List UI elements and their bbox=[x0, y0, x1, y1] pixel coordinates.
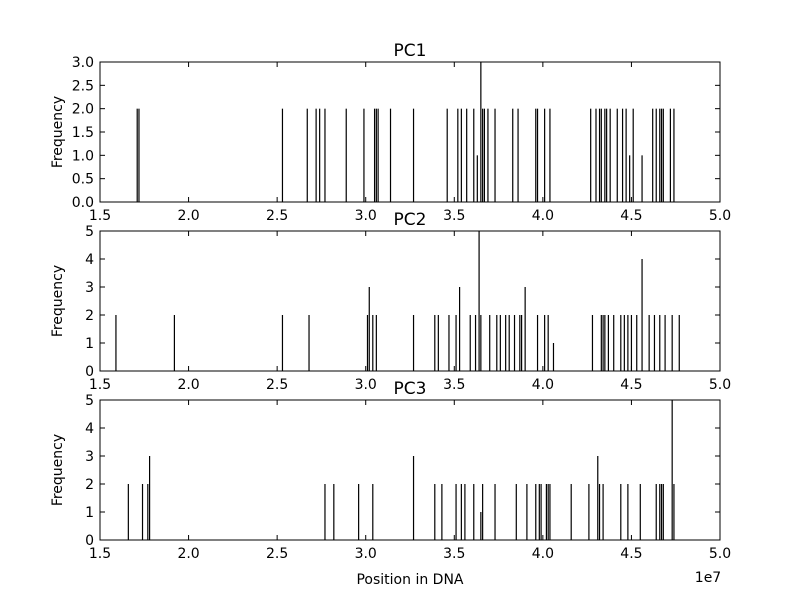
x-tick-label: 2.0 bbox=[177, 208, 199, 224]
x-tick-label: 2.0 bbox=[177, 546, 199, 562]
y-tick-label: 2.5 bbox=[72, 78, 94, 94]
x-tick-label: 5.0 bbox=[709, 208, 731, 224]
y-tick-label: 2 bbox=[85, 477, 94, 493]
plot-frame bbox=[99, 399, 721, 541]
x-tick-label: 1.5 bbox=[89, 377, 111, 393]
plot-frame bbox=[99, 61, 721, 203]
y-tick-label: 3.0 bbox=[72, 55, 94, 71]
x-tick-label: 2.5 bbox=[266, 377, 288, 393]
x-tick-label: 3.0 bbox=[355, 208, 377, 224]
x-axis-label: Position in DNA bbox=[356, 572, 463, 588]
y-axis-label: Frequency bbox=[50, 265, 66, 337]
x-tick-label: 3.5 bbox=[443, 546, 465, 562]
y-tick-label: 1 bbox=[85, 505, 94, 521]
x-tick-label: 3.0 bbox=[355, 377, 377, 393]
x-tick-label: 5.0 bbox=[709, 377, 731, 393]
y-tick-label: 3 bbox=[85, 449, 94, 465]
x-tick-label: 4.5 bbox=[620, 208, 642, 224]
y-tick-label: 5 bbox=[85, 224, 94, 240]
x-axis-offset-label: 1e7 bbox=[695, 570, 721, 586]
panel-2: 1.5 2.0 2.5 3.0 3.5 4.0 4.5 5.0 0 1 2 3 4 5 PC2 Frequen… bbox=[50, 210, 731, 393]
y-tick-label: 1.5 bbox=[72, 125, 94, 141]
x-tick-label: 4.0 bbox=[532, 546, 554, 562]
y-tick-label: 1 bbox=[85, 336, 94, 352]
panels: 1.5 2.0 2.5 3.0 3.5 4.0 4.5 5.0 0.0 0.5 1.0 1.5 2.0 2… bbox=[50, 41, 731, 562]
y-tick-label: 2.0 bbox=[72, 102, 94, 118]
y-tick-label: 2 bbox=[85, 308, 94, 324]
y-tick-label: 4 bbox=[85, 421, 94, 437]
x-tick-label: 4.5 bbox=[620, 546, 642, 562]
x-tick-label: 1.5 bbox=[89, 546, 111, 562]
x-tick-label: 3.0 bbox=[355, 546, 377, 562]
x-tick-label: 5.0 bbox=[709, 546, 731, 562]
y-tick-label: 1.0 bbox=[72, 148, 94, 164]
y-tick-label: 4 bbox=[85, 252, 94, 268]
y-tick-label: 0.0 bbox=[72, 195, 94, 211]
panel-title: PC1 bbox=[394, 41, 427, 61]
x-tick-label: 2.5 bbox=[266, 546, 288, 562]
x-tick-label: 4.0 bbox=[532, 377, 554, 393]
y-tick-label: 0 bbox=[85, 364, 94, 380]
x-tick-label: 4.0 bbox=[532, 208, 554, 224]
y-tick-label: 3 bbox=[85, 280, 94, 296]
y-tick-label: 0.5 bbox=[72, 172, 94, 188]
panel-title: PC2 bbox=[394, 210, 427, 230]
y-tick-label: 0 bbox=[85, 533, 94, 549]
y-axis-label: Frequency bbox=[50, 434, 66, 506]
x-tick-label: 3.5 bbox=[443, 208, 465, 224]
panel-1: 1.5 2.0 2.5 3.0 3.5 4.0 4.5 5.0 0.0 0.5 1.0 1.5 2.0 2… bbox=[50, 41, 731, 224]
x-tick-label: 2.5 bbox=[266, 208, 288, 224]
panel-3: 1.5 2.0 2.5 3.0 3.5 4.0 4.5 5.0 0 1 2 3 4 5 PC3 Frequen… bbox=[50, 379, 731, 562]
x-tick-label: 3.5 bbox=[443, 377, 465, 393]
x-tick-label: 4.5 bbox=[620, 377, 642, 393]
x-tick-label: 1.5 bbox=[89, 208, 111, 224]
y-axis-label: Frequency bbox=[50, 96, 66, 168]
y-tick-label: 5 bbox=[85, 393, 94, 409]
panel-title: PC3 bbox=[394, 379, 427, 399]
x-tick-label: 2.0 bbox=[177, 377, 199, 393]
plot-frame bbox=[99, 230, 721, 372]
